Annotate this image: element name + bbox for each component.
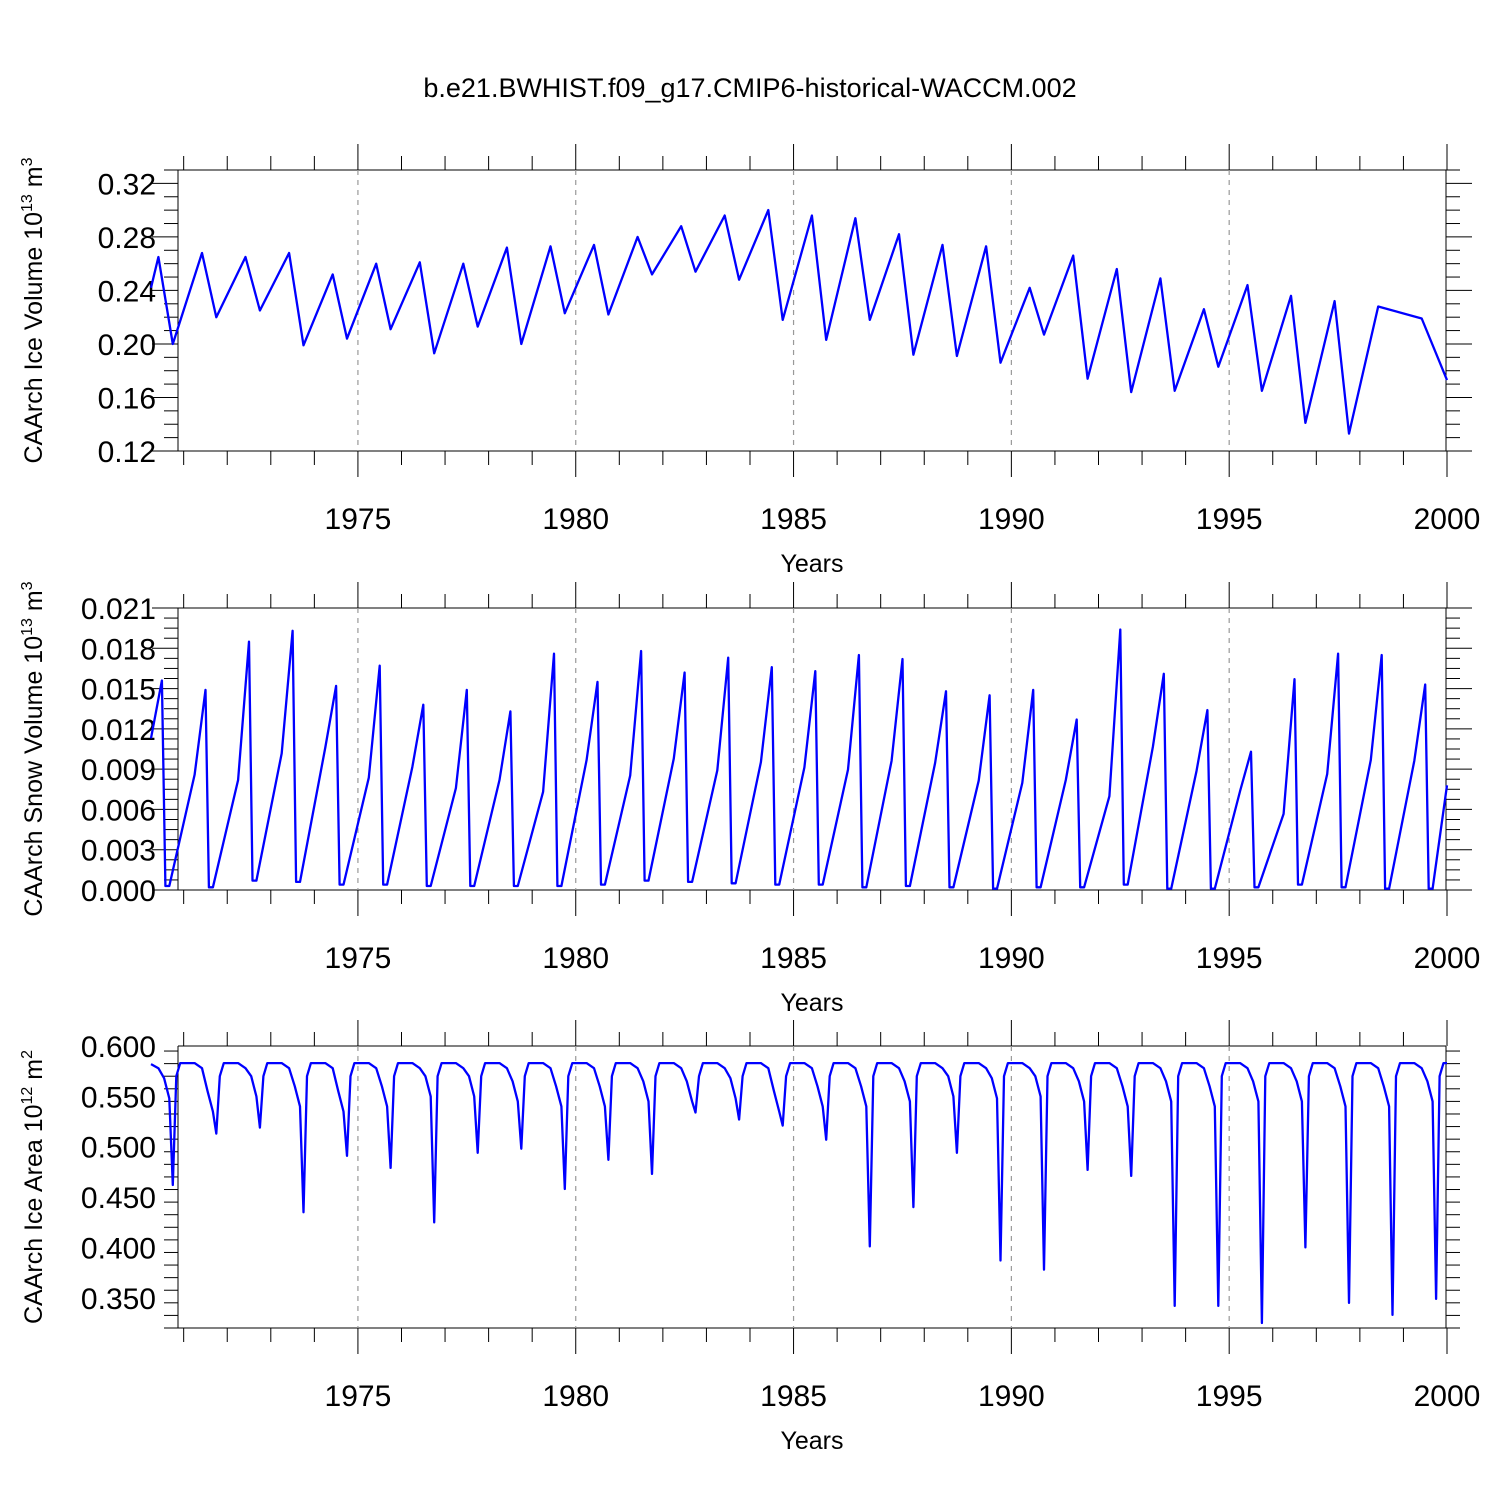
y-axis-label: CAArch Ice Volume 1013 m3 [19,157,48,463]
x-tick-label: 1980 [542,503,609,536]
y-axis-label-unit-exponent: 2 [19,1050,36,1059]
x-tick-label: 2000 [1414,503,1481,536]
figure-title: b.e21.BWHIST.f09_g17.CMIP6-historical-WA… [423,73,1076,103]
y-tick-label: 0.600 [81,1031,156,1064]
x-tick-label: 1995 [1196,503,1263,536]
x-tick-label: 1995 [1196,1380,1263,1413]
x-tick-label: 1975 [325,1380,392,1413]
x-axis-label: Years [780,989,843,1017]
y-axis-label-main: CAArch Snow Volume 10 [20,636,48,917]
y-axis-label-main: CAArch Ice Volume 10 [20,212,48,464]
x-tick-label: 1990 [978,503,1045,536]
x-axis-label: Years [780,550,843,578]
series-line-snow-volume [149,628,1449,890]
y-axis-label-exponent: 12 [19,1087,36,1105]
y-tick-label: 0.12 [98,436,156,469]
y-tick-label: 0.16 [98,382,156,415]
y-axis-label-unit: m [20,166,48,194]
y-tick-label: 0.400 [81,1232,156,1265]
y-tick-label: 0.24 [98,275,156,308]
y-tick-label: 0.550 [81,1081,156,1114]
x-tick-label: 1985 [760,503,827,536]
x-tick-label: 1990 [978,1380,1045,1413]
y-axis-label-main: CAArch Ice Area 10 [20,1104,48,1324]
y-tick-label: 0.350 [81,1283,156,1316]
x-tick-label: 1985 [760,1380,827,1413]
y-tick-label: 0.015 [81,674,156,707]
y-tick-label: 0.021 [81,593,156,626]
y-axis-label-unit: m [20,1059,48,1087]
y-tick-label: 0.006 [81,794,156,827]
x-tick-label: 1990 [978,942,1045,975]
y-axis-label: CAArch Snow Volume 1013 m3 [19,581,48,916]
x-tick-label: 1985 [760,942,827,975]
x-tick-label: 2000 [1414,942,1481,975]
y-tick-label: 0.009 [81,754,156,787]
y-tick-label: 0.32 [98,168,156,201]
x-tick-label: 1995 [1196,942,1263,975]
y-tick-label: 0.28 [98,222,156,255]
y-tick-label: 0.003 [81,835,156,868]
x-tick-label: 1975 [325,503,392,536]
y-axis-label-exponent: 13 [19,618,36,636]
series-line-ice-area [150,1061,1447,1325]
y-tick-label: 0.450 [81,1182,156,1215]
y-tick-label: 0.500 [81,1132,156,1165]
y-axis-label: CAArch Ice Area 1012 m2 [19,1050,48,1324]
x-tick-label: 1980 [542,1380,609,1413]
series-line-ice-volume [149,208,1449,435]
x-tick-label: 1980 [542,942,609,975]
x-tick-label: 1975 [325,942,392,975]
x-axis-label: Years [780,1427,843,1455]
y-axis-label-unit-exponent: 3 [19,581,36,590]
y-axis-label-unit: m [20,590,48,618]
panel-ice-area: 1975 1980 1985 1990 1995 2000 0.350 0.400 0.450 0… [19,1020,1480,1455]
x-tick-label: 2000 [1414,1380,1481,1413]
y-axis-label-exponent: 13 [19,194,36,212]
y-tick-label: 0.000 [81,875,156,908]
y-axis-label-unit-exponent: 3 [19,157,36,166]
panel-snow-volume: 1975 1980 1985 1990 1995 2000 0.000 0.003 0.006 0… [19,581,1480,1017]
panels: 1975 1980 1985 1990 1995 2000 0.12 0.16 0.20 0.24… [19,144,1480,1455]
y-tick-label: 0.20 [98,329,156,362]
panel-ice-volume: 1975 1980 1985 1990 1995 2000 0.12 0.16 0.20 0.24… [19,144,1480,578]
y-tick-label: 0.012 [81,714,156,747]
y-tick-label: 0.018 [81,633,156,666]
